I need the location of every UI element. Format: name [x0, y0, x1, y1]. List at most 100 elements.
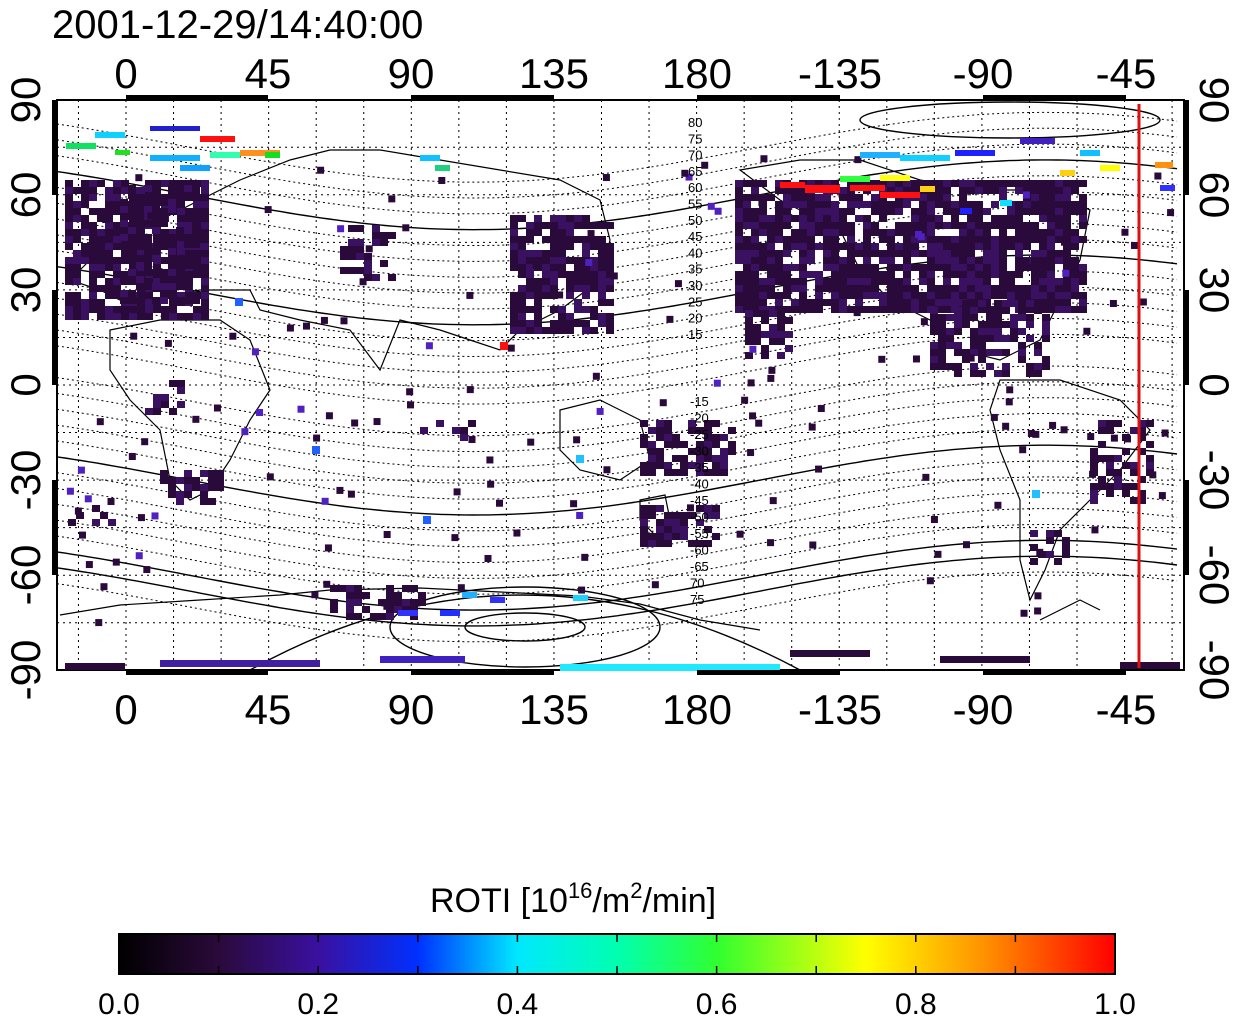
roti-cell — [160, 470, 168, 477]
roti-cell — [975, 229, 983, 236]
roti-cell — [185, 215, 193, 222]
roti-cell — [895, 285, 903, 292]
roti-cell — [128, 248, 136, 255]
mlat-contour — [56, 460, 1178, 532]
roti-cell — [799, 187, 807, 194]
roti-cell — [1005, 398, 1013, 406]
roti-cell — [354, 592, 362, 599]
roti-cell — [590, 264, 598, 271]
roti-cell — [169, 380, 177, 387]
roti-cell — [943, 264, 951, 271]
roti-cell — [201, 257, 209, 264]
roti-cell — [1047, 278, 1055, 285]
roti-cell — [930, 342, 938, 349]
roti-cell — [176, 185, 184, 192]
roti-cell — [1091, 526, 1099, 534]
roti-cell — [1054, 558, 1062, 565]
roti-cell — [775, 229, 783, 236]
roti-cell — [648, 505, 656, 512]
roti-cell — [1032, 430, 1040, 438]
roti-cell — [598, 222, 606, 229]
roti-cell — [89, 285, 97, 292]
roti-cell — [161, 229, 169, 236]
roti-cell — [1060, 426, 1068, 434]
roti-cell — [823, 299, 831, 306]
roti-cell — [347, 490, 355, 498]
roti-cell — [978, 342, 986, 349]
roti-cell — [606, 278, 614, 285]
roti-cell — [1138, 448, 1146, 455]
roti-cell — [839, 257, 847, 264]
roti-cell — [81, 250, 89, 257]
roti-cell — [871, 229, 879, 236]
roti-cell — [598, 243, 606, 250]
roti-cell — [831, 215, 839, 222]
roti-cell — [938, 328, 946, 335]
roti-cell — [100, 512, 108, 519]
roti-cell — [919, 180, 927, 187]
roti-cell — [823, 194, 831, 201]
contour-label: 30 — [688, 278, 702, 293]
roti-cell — [510, 215, 518, 222]
roti-cell — [1063, 187, 1071, 194]
roti-cell — [518, 306, 526, 313]
roti-cell-strip — [560, 664, 780, 671]
roti-cell — [468, 436, 476, 444]
roti-cell — [144, 255, 152, 262]
roti-cell — [177, 208, 185, 215]
roti-cell-high — [210, 152, 240, 158]
roti-cell — [176, 269, 184, 276]
roti-cell — [510, 306, 518, 313]
roti-cell — [184, 241, 192, 248]
roti-cell — [386, 592, 394, 599]
roti-cell — [354, 613, 362, 620]
roti-cell-high — [576, 455, 584, 463]
roti-cell — [193, 236, 201, 243]
roti-cell — [73, 292, 81, 299]
roti-cell — [743, 264, 751, 271]
roti-cell — [192, 484, 200, 491]
roti-cell — [362, 606, 370, 613]
roti-cell — [863, 257, 871, 264]
roti-cell — [1098, 441, 1106, 448]
roti-cell — [951, 250, 959, 257]
roti-cell — [113, 194, 121, 201]
roti-cell — [73, 250, 81, 257]
roti-cell — [1015, 285, 1023, 292]
roti-cell — [895, 243, 903, 250]
roti-cell — [510, 299, 518, 306]
roti-cell — [1138, 497, 1146, 504]
roti-cell — [735, 208, 743, 215]
roti-cell — [930, 321, 938, 328]
roti-cell — [192, 185, 200, 192]
roti-cell — [751, 264, 759, 271]
roti-cell — [999, 292, 1007, 299]
roti-cell — [1055, 222, 1063, 229]
roti-cell — [759, 299, 767, 306]
roti-cell — [1039, 250, 1047, 257]
roti-cell — [573, 436, 581, 444]
roti-cell — [1047, 194, 1055, 201]
roti-cell — [161, 394, 169, 401]
contour-label: 40 — [688, 245, 702, 260]
roti-cell — [943, 299, 951, 306]
roti-cell — [728, 427, 736, 434]
roti-cell — [847, 271, 855, 278]
roti-cell — [1055, 257, 1063, 264]
roti-cell — [783, 208, 791, 215]
roti-cell — [518, 236, 526, 243]
roti-cell — [688, 462, 696, 469]
roti-cell — [1047, 187, 1055, 194]
roti-cell — [574, 215, 582, 222]
roti-cell — [1039, 187, 1047, 194]
roti-cell-high — [423, 516, 431, 524]
roti-cell — [999, 264, 1007, 271]
roti-cell — [967, 354, 975, 362]
timestamp-title: 2001-12-29/14:40:00 — [52, 3, 423, 47]
roti-cell — [610, 272, 618, 280]
roti-cell — [168, 255, 176, 262]
roti-cell — [534, 257, 542, 264]
roti-cell — [168, 241, 176, 248]
roti-cell — [1106, 462, 1114, 469]
roti-cell — [153, 236, 161, 243]
